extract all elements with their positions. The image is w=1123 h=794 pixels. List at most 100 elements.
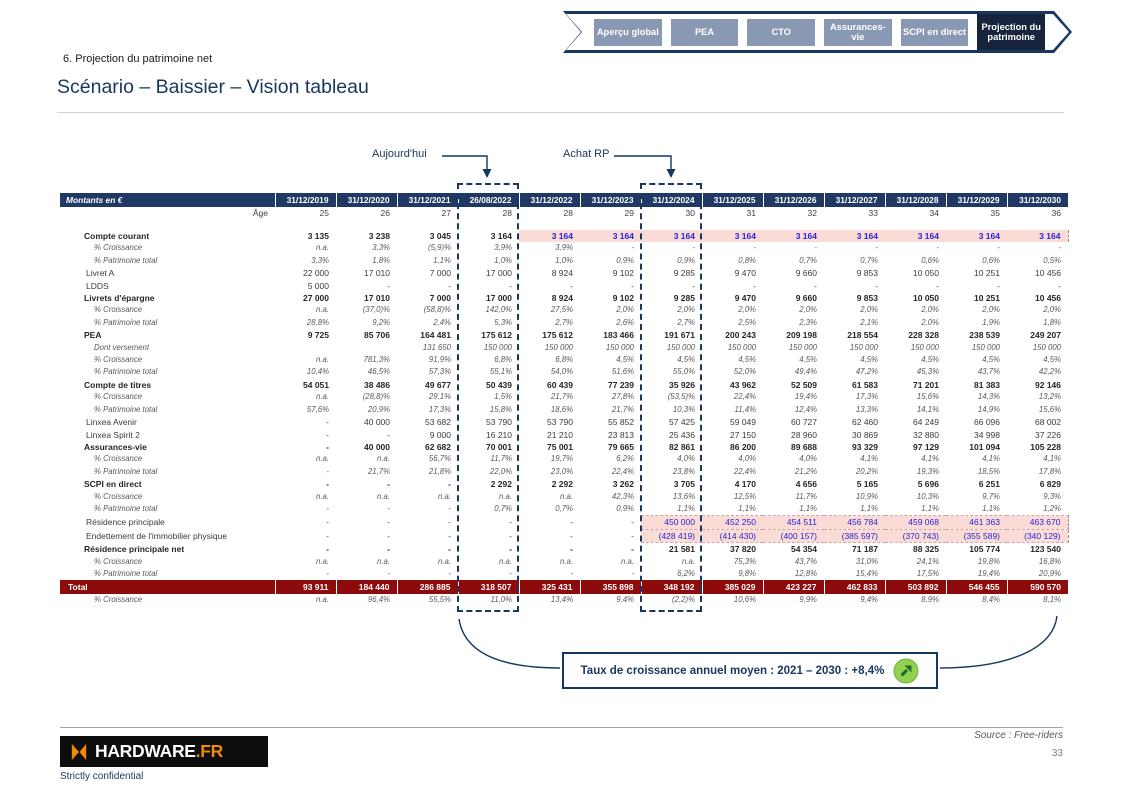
column-header: 31/12/2027 [823, 193, 885, 207]
age-label: Âge [252, 208, 268, 219]
tab-assurances-vie[interactable]: Assurances-vie [824, 19, 892, 46]
cell: n.a. [559, 491, 573, 501]
cell: n.a. [498, 556, 512, 566]
cell: 19,7% [550, 454, 573, 464]
cell: 12,8% [794, 568, 817, 578]
cell: - [631, 243, 634, 253]
cell: 19,8% [977, 556, 1000, 566]
cell: - [631, 543, 634, 554]
cell: - [448, 517, 451, 528]
cell: 22,0% [489, 466, 512, 476]
cell: 54 354 [791, 544, 817, 555]
cell: 71 201 [913, 379, 939, 390]
cell: 52 509 [791, 379, 817, 390]
cell: 3 705 [673, 479, 695, 490]
row-label: Linxea Spirit 2 [86, 429, 140, 440]
cell: 2,7% [555, 317, 573, 327]
cell: 200 243 [725, 330, 756, 341]
cell: 9 660 [795, 268, 817, 279]
cell: - [570, 517, 573, 528]
cell: 150 000 [483, 342, 512, 352]
row-label: Livret A [86, 268, 115, 279]
age-value: 34 [929, 208, 939, 219]
table-row: % Croissance n.a. (28,8)% 29,1% 1,5% 21,7% 27,… [60, 391, 1068, 403]
cell: n.a. [315, 556, 329, 566]
cell: 59 049 [730, 417, 756, 428]
growth-callout-text: Taux de croissance annuel moyen : 2021 –… [580, 664, 885, 677]
cell: 9,4% [616, 595, 634, 605]
cell: 92 146 [1035, 379, 1061, 390]
tab-scpi-en-direct[interactable]: SCPI en direct [901, 19, 969, 46]
cell: 70 001 [486, 441, 512, 452]
cell: - [326, 441, 329, 452]
cell: 8,9% [921, 595, 939, 605]
logo-tld-text: .FR [195, 741, 224, 761]
footer-divider [60, 727, 1063, 728]
cell: 463 670 [1007, 515, 1069, 530]
cell: - [570, 530, 573, 541]
cell: (355 589) [946, 528, 1007, 544]
cell: 2,3% [799, 317, 817, 327]
age-value: 33 [868, 208, 878, 219]
cell: 3,3% [311, 255, 329, 265]
cell: 150 000 [1032, 342, 1061, 352]
cell: 21,2% [794, 466, 817, 476]
cell: 191 671 [664, 330, 695, 341]
growth-brace-right [939, 615, 1058, 669]
cell: 20,2% [855, 466, 878, 476]
cell: 2,1% [860, 317, 878, 327]
cell: - [448, 280, 451, 291]
table-row: Assurances-vie - 40 000 62 682 70 001 75 001 7… [60, 441, 1068, 453]
cell: - [448, 568, 451, 578]
column-header: 31/12/2024 [640, 193, 702, 207]
cell: 318 507 [457, 580, 519, 595]
cell: 19,4% [977, 568, 1000, 578]
cell: 79 665 [608, 441, 634, 452]
cell [275, 342, 336, 354]
cell: (340 129) [1007, 528, 1069, 544]
cell: 3 164 [946, 230, 1007, 243]
cell: - [631, 280, 634, 291]
cell: - [448, 479, 451, 490]
cell: 2,0% [616, 305, 634, 315]
cell: 6,8% [494, 355, 512, 365]
row-label: Endettement de l'immobilier physique [86, 530, 228, 541]
cell: 9 102 [612, 268, 634, 279]
cell: (2,2)% [672, 595, 695, 605]
cell: 21 581 [669, 544, 695, 555]
cell: 22,4% [733, 466, 756, 476]
cell: 21,7% [611, 404, 634, 414]
table-row: Endettement de l'immobilier physique - - - -… [60, 528, 1069, 544]
cell: 2,0% [1043, 305, 1061, 315]
cell: 15,6% [916, 392, 939, 402]
page-title: Scénario – Baissier – Vision tableau [57, 76, 369, 98]
cell: 4,0% [738, 454, 756, 464]
cell: n.a. [315, 454, 329, 464]
tab-projection-du-patrimoine[interactable]: Projection du patrimoine [977, 14, 1045, 51]
cell: n.a. [437, 556, 451, 566]
cell: - [387, 504, 390, 514]
cell: (53,5)% [667, 392, 695, 402]
cell: 13,4% [550, 595, 573, 605]
row-label: % Croissance [94, 305, 143, 315]
tab-cto[interactable]: CTO [747, 19, 815, 46]
cell: 3 164 [519, 230, 580, 243]
cell: 10 050 [913, 268, 939, 279]
cell: 13,2% [1038, 392, 1061, 402]
cell: 3 164 [1007, 230, 1069, 243]
table-row: Linxea Avenir - 40 000 53 682 53 790 53 790 55… [60, 416, 1068, 428]
hardware-fr-logo-icon [71, 743, 87, 760]
cell: 8,4% [982, 595, 1000, 605]
cell: 55,0% [672, 367, 695, 377]
cell: 164 481 [420, 330, 451, 341]
row-label: % Croissance [94, 355, 143, 365]
cell: 2 292 [490, 479, 512, 490]
column-header: 31/12/2029 [945, 193, 1007, 207]
cell: 18,5% [977, 466, 1000, 476]
tab-apercu-global[interactable]: Aperçu global [594, 19, 662, 46]
tab-pea[interactable]: PEA [671, 19, 739, 46]
cell: 9 470 [734, 293, 756, 304]
cell: 0,9% [616, 504, 634, 514]
cell: n.a. [376, 556, 390, 566]
